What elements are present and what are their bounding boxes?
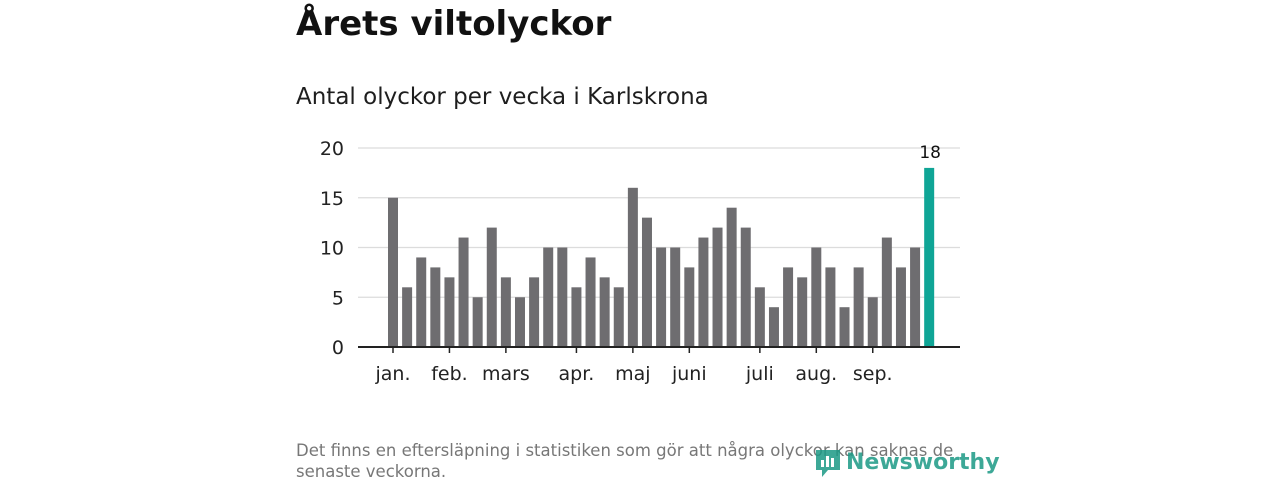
y-tick-label: 15 — [320, 188, 344, 210]
bar — [811, 247, 822, 347]
bar — [726, 207, 737, 347]
bar — [500, 277, 511, 347]
y-tick-label: 0 — [332, 337, 344, 359]
bar — [797, 277, 808, 347]
bar — [613, 287, 624, 347]
y-tick-label: 5 — [332, 287, 344, 309]
brand-logo: Newsworthy — [814, 446, 1000, 478]
bar — [670, 247, 681, 347]
newsworthy-logo-icon — [816, 450, 840, 477]
x-tick-label: jan. — [374, 363, 410, 385]
bar — [388, 197, 398, 347]
bar — [656, 247, 667, 347]
bar — [881, 237, 892, 347]
bar — [867, 297, 878, 347]
x-tick-label: aug. — [795, 363, 837, 385]
bar — [698, 237, 709, 347]
bar — [529, 277, 540, 347]
data-label: 18 — [919, 143, 941, 163]
bar — [754, 287, 765, 347]
bar-highlight — [924, 167, 935, 347]
bar — [599, 277, 610, 347]
footnote: Det finns en eftersläpning i statistiken… — [296, 441, 954, 481]
bar — [641, 217, 652, 347]
bar — [627, 187, 638, 347]
x-tick-label: juli — [745, 363, 774, 385]
x-tick-label: feb. — [431, 363, 467, 385]
bar — [514, 297, 525, 347]
chart-title: Antal olyckor per vecka i Karlskrona — [296, 84, 709, 110]
bar — [444, 277, 455, 347]
y-tick-label: 10 — [320, 238, 344, 260]
bar — [458, 237, 469, 347]
x-tick-label: apr. — [559, 363, 595, 385]
bar — [825, 267, 836, 347]
bar — [783, 267, 794, 347]
bar — [571, 287, 582, 347]
bar — [910, 247, 921, 347]
bar — [557, 247, 568, 347]
bar — [416, 257, 427, 347]
bar — [768, 307, 779, 347]
bar — [402, 287, 413, 347]
x-tick-label: maj — [615, 363, 650, 385]
bar — [839, 307, 850, 347]
bar — [895, 267, 906, 347]
bar — [853, 267, 864, 347]
x-tick-label: juni — [671, 363, 707, 385]
bar — [712, 227, 723, 347]
bar — [543, 247, 554, 347]
brand-name: Newsworthy — [846, 449, 1000, 475]
x-tick-label: mars — [482, 363, 530, 385]
bar — [585, 257, 596, 347]
bar — [684, 267, 695, 347]
x-tick-label: sep. — [853, 363, 893, 385]
bar — [430, 267, 441, 347]
y-tick-label: 20 — [320, 138, 344, 160]
bar — [486, 227, 497, 347]
page-title: Årets viltolyckor — [296, 4, 612, 44]
bar — [472, 297, 483, 347]
bar — [740, 227, 751, 347]
